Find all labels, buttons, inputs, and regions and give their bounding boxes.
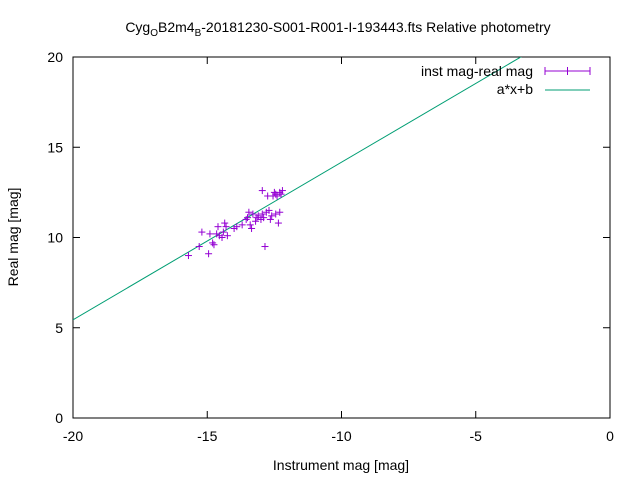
data-point	[252, 217, 260, 225]
data-point	[233, 223, 241, 231]
title-prefix: Cyg	[125, 19, 150, 35]
x-tick-label: -20	[63, 428, 83, 444]
title-mid: B2m4	[158, 19, 195, 35]
data-point	[198, 228, 206, 236]
y-tick-label: 10	[47, 230, 63, 246]
data-point	[195, 243, 203, 251]
title-suffix: -20181230-S001-R001-I-193443.fts Relativ…	[201, 19, 550, 35]
data-point	[209, 239, 217, 247]
data-point	[214, 223, 222, 231]
data-point	[258, 187, 266, 195]
x-tick-label: 0	[606, 428, 614, 444]
data-point	[222, 223, 230, 231]
data-point	[218, 234, 226, 241]
x-tick-label: -15	[197, 428, 217, 444]
y-tick-label: 15	[47, 139, 63, 155]
y-axis-label: Real mag [mag]	[5, 188, 21, 287]
data-point	[254, 212, 262, 220]
data-point	[242, 215, 250, 223]
data-point	[266, 215, 274, 223]
data-point	[210, 241, 218, 249]
x-tick-label: -10	[331, 428, 351, 444]
data-point	[268, 212, 276, 220]
legend-label-points: inst mag-real mag	[421, 63, 533, 79]
chart-title: CygOB2m4B-20181230-S001-R001-I-193443.ft…	[125, 19, 550, 39]
data-point	[221, 219, 229, 227]
data-point	[249, 210, 257, 218]
data-point	[253, 214, 261, 222]
data-point	[244, 214, 252, 222]
x-axis-label: Instrument mag [mag]	[273, 457, 409, 473]
data-point	[258, 210, 266, 218]
data-point	[260, 214, 268, 222]
title-sub2: B	[195, 28, 202, 39]
legend: inst mag-real mag a*x+b	[421, 63, 591, 97]
data-point	[248, 224, 256, 232]
y-tick-label: 0	[55, 410, 63, 426]
data-point	[245, 208, 253, 216]
data-point	[223, 232, 231, 240]
fit-line	[73, 57, 522, 321]
data-point	[265, 206, 273, 214]
data-point	[277, 190, 285, 198]
data-point	[184, 252, 192, 260]
data-point	[238, 221, 246, 229]
legend-sample-points	[544, 67, 591, 75]
y-tick-label: 20	[47, 49, 63, 65]
x-tick-label: -5	[470, 428, 483, 444]
data-point	[206, 230, 214, 238]
data-point	[272, 210, 280, 218]
data-point	[246, 221, 254, 229]
data-point	[219, 228, 227, 236]
y-tick-label: 5	[55, 320, 63, 336]
data-point	[274, 219, 282, 227]
plot-frame	[72, 56, 611, 419]
data-point	[205, 250, 213, 258]
title-sub1: O	[150, 28, 158, 39]
data-point	[273, 192, 281, 200]
data-point	[278, 187, 286, 195]
data-point	[276, 208, 284, 216]
legend-label-fit: a*x+b	[497, 81, 533, 97]
data-point	[261, 243, 269, 251]
